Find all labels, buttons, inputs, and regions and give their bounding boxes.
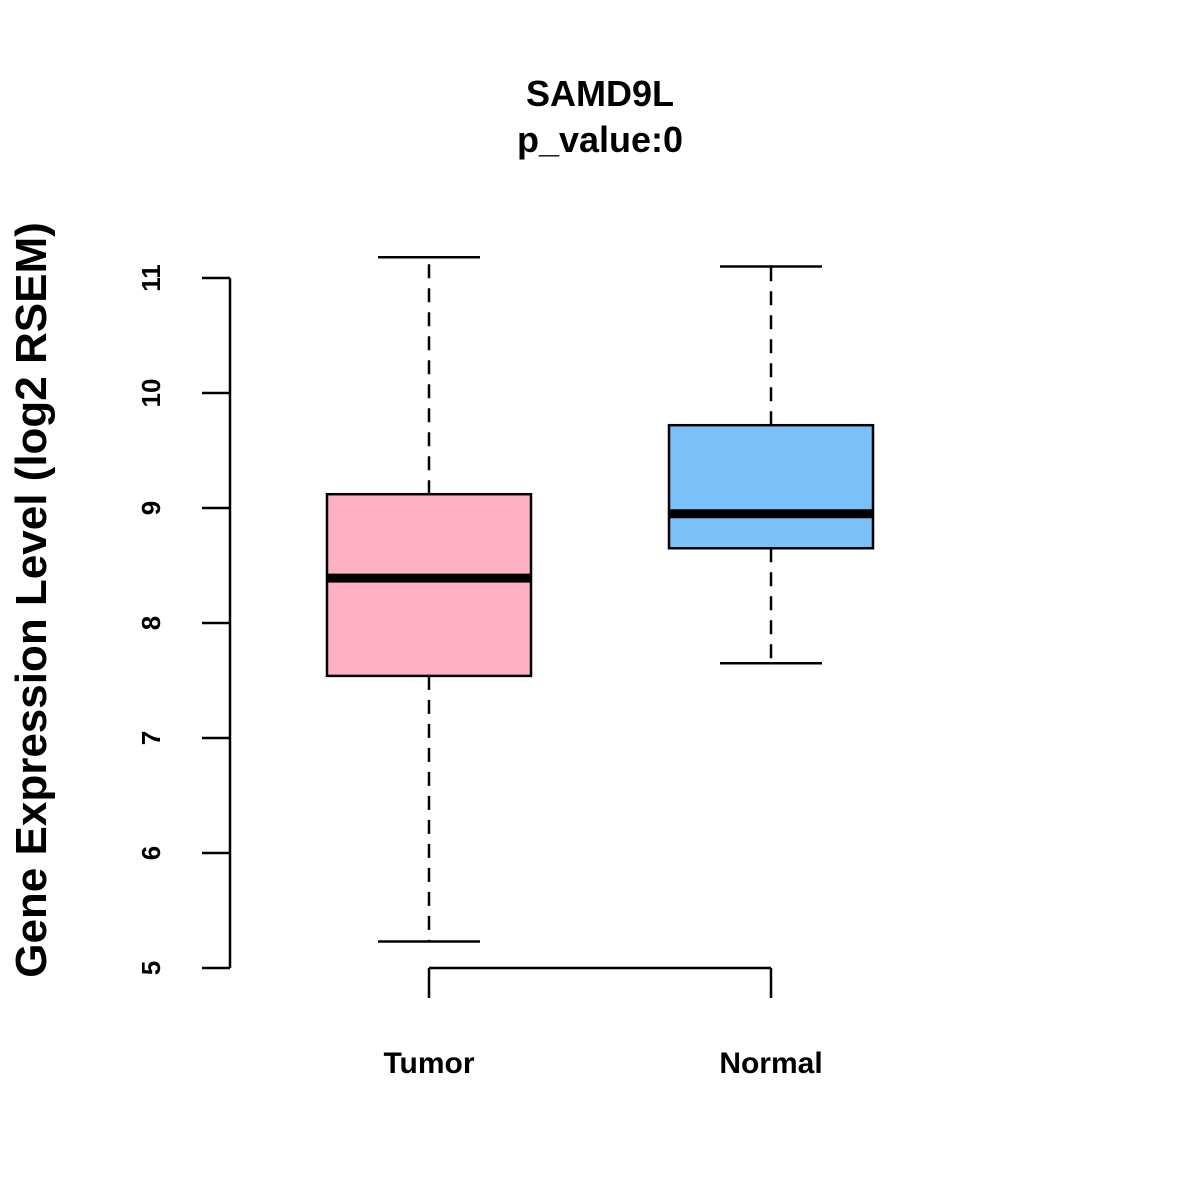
group-bracket bbox=[427, 966, 773, 998]
chart-subtitle: p_value:0 bbox=[517, 119, 683, 160]
y-tick-label-10: 10 bbox=[136, 379, 166, 408]
box-series bbox=[325, 256, 875, 943]
box-normal bbox=[667, 265, 875, 665]
y-tick-label-7: 7 bbox=[136, 731, 166, 745]
x-label-normal: Normal bbox=[719, 1047, 822, 1080]
y-tick-label-5: 5 bbox=[136, 961, 166, 975]
y-tick-label-8: 8 bbox=[136, 616, 166, 630]
iqr-box-normal bbox=[667, 423, 875, 550]
x-axis-categories: Tumor Normal bbox=[383, 1047, 822, 1080]
iqr-box-tumor bbox=[325, 492, 533, 678]
y-tick-label-9: 9 bbox=[136, 501, 166, 515]
y-axis-label: Gene Expression Level (log2 RSEM) bbox=[7, 222, 56, 978]
x-label-tumor: Tumor bbox=[383, 1047, 474, 1080]
y-tick-label-11: 11 bbox=[136, 264, 166, 292]
y-axis: 5 6 7 8 9 10 11 bbox=[136, 264, 232, 975]
box-tumor bbox=[325, 256, 533, 943]
y-tick-label-6: 6 bbox=[136, 846, 166, 860]
chart-title: SAMD9L bbox=[526, 73, 674, 114]
